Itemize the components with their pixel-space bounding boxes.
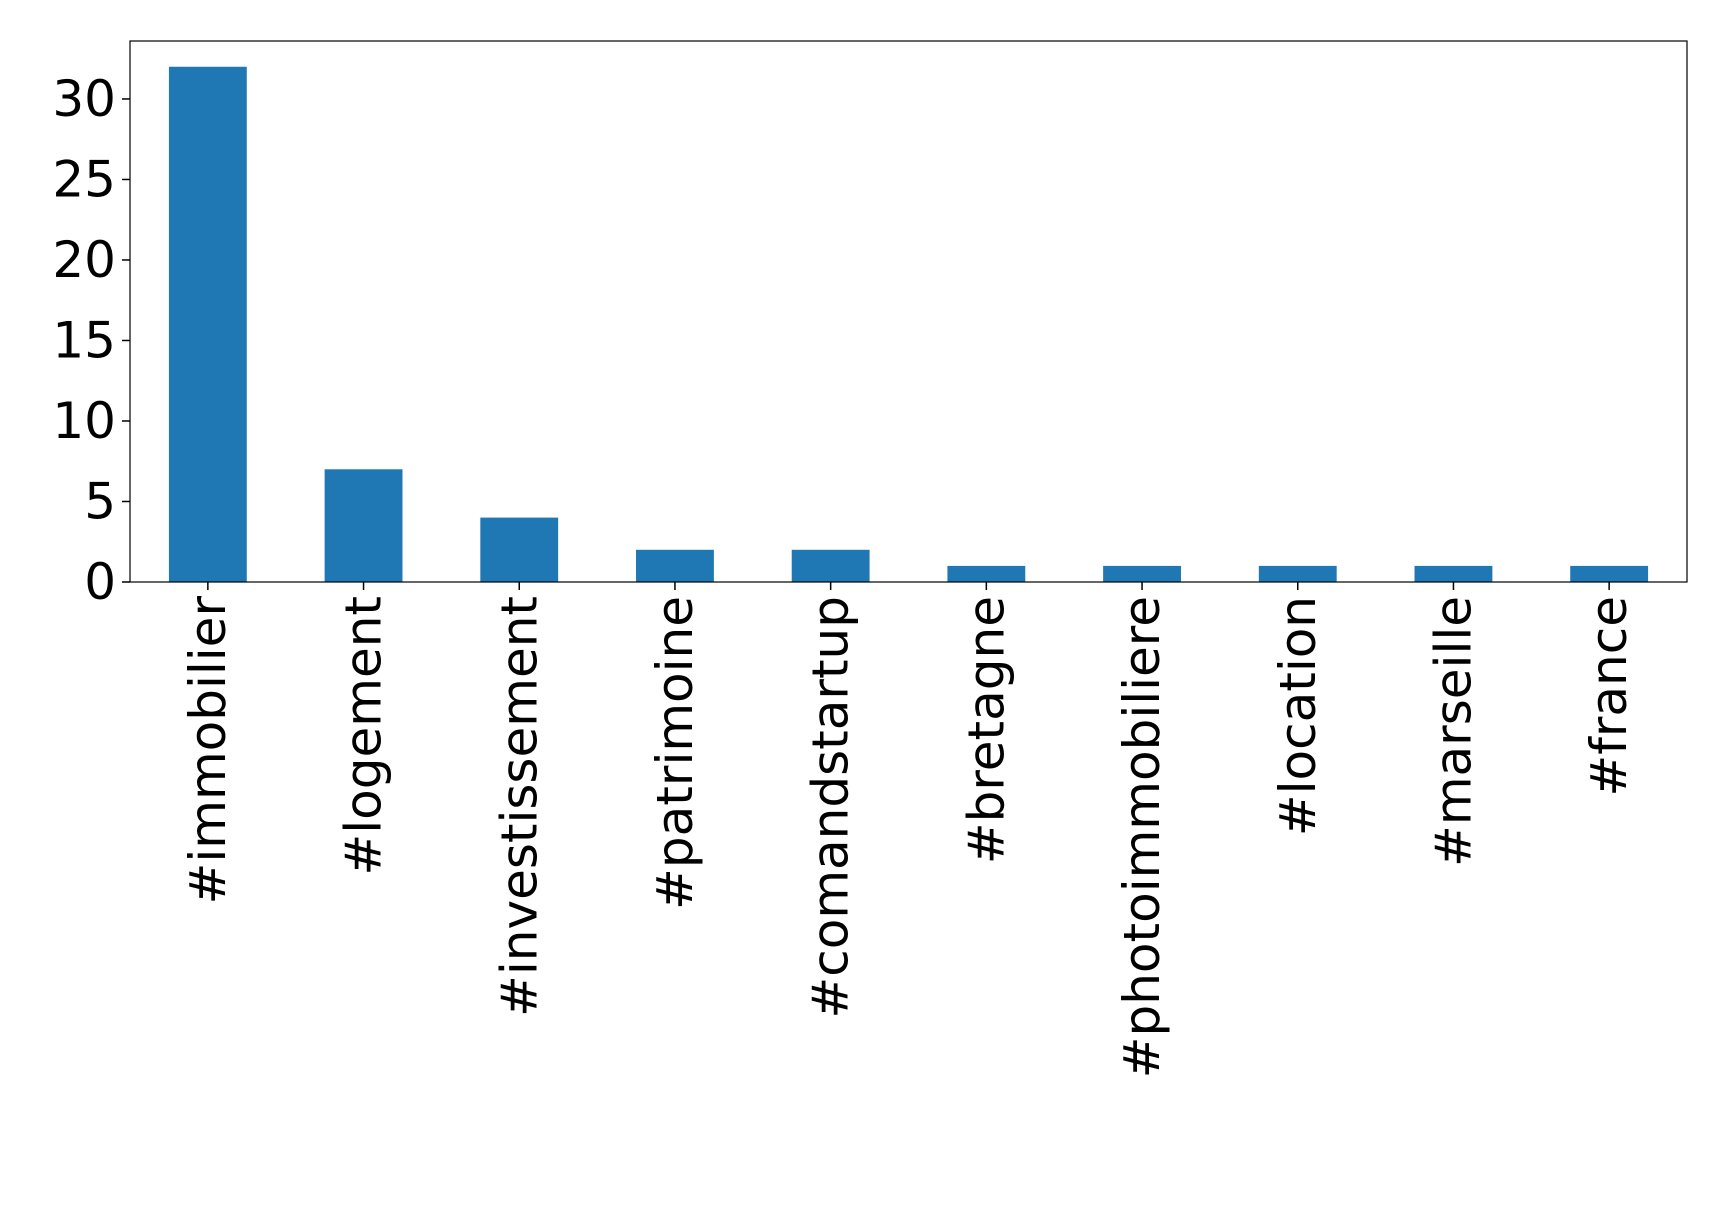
x-tick-label: #bretagne [957, 596, 1015, 864]
bar [1103, 565, 1181, 582]
x-tick-label: #comandstartup [802, 596, 860, 1019]
x-tick-label: #photoimmobiliere [1113, 596, 1171, 1078]
x-tick-label: #immobilier [179, 596, 237, 905]
y-tick-label: 25 [52, 150, 116, 208]
x-tick-label: #investissement [490, 596, 548, 1017]
bar [1570, 565, 1649, 582]
plot-frame [129, 40, 1688, 583]
x-tick-label: #patrimoine [646, 596, 704, 910]
y-tick-label: 0 [84, 553, 116, 611]
y-tick-label: 30 [52, 70, 116, 128]
bar [1414, 565, 1493, 582]
y-tick-label: 15 [52, 311, 116, 369]
x-tick-label: #france [1580, 596, 1638, 797]
y-tick-label: 5 [84, 472, 116, 530]
x-tick-label: #location [1269, 596, 1327, 836]
x-tick-label: #marseille [1424, 596, 1482, 867]
bar [168, 66, 247, 582]
x-tick-label: #logement [335, 596, 393, 876]
bar [947, 565, 1026, 582]
bar [1258, 565, 1337, 582]
y-tick-label: 10 [52, 392, 116, 450]
bar [324, 469, 403, 582]
bar [636, 549, 714, 582]
y-tick-label: 20 [52, 231, 116, 289]
bar [791, 549, 870, 582]
bar [480, 517, 559, 582]
